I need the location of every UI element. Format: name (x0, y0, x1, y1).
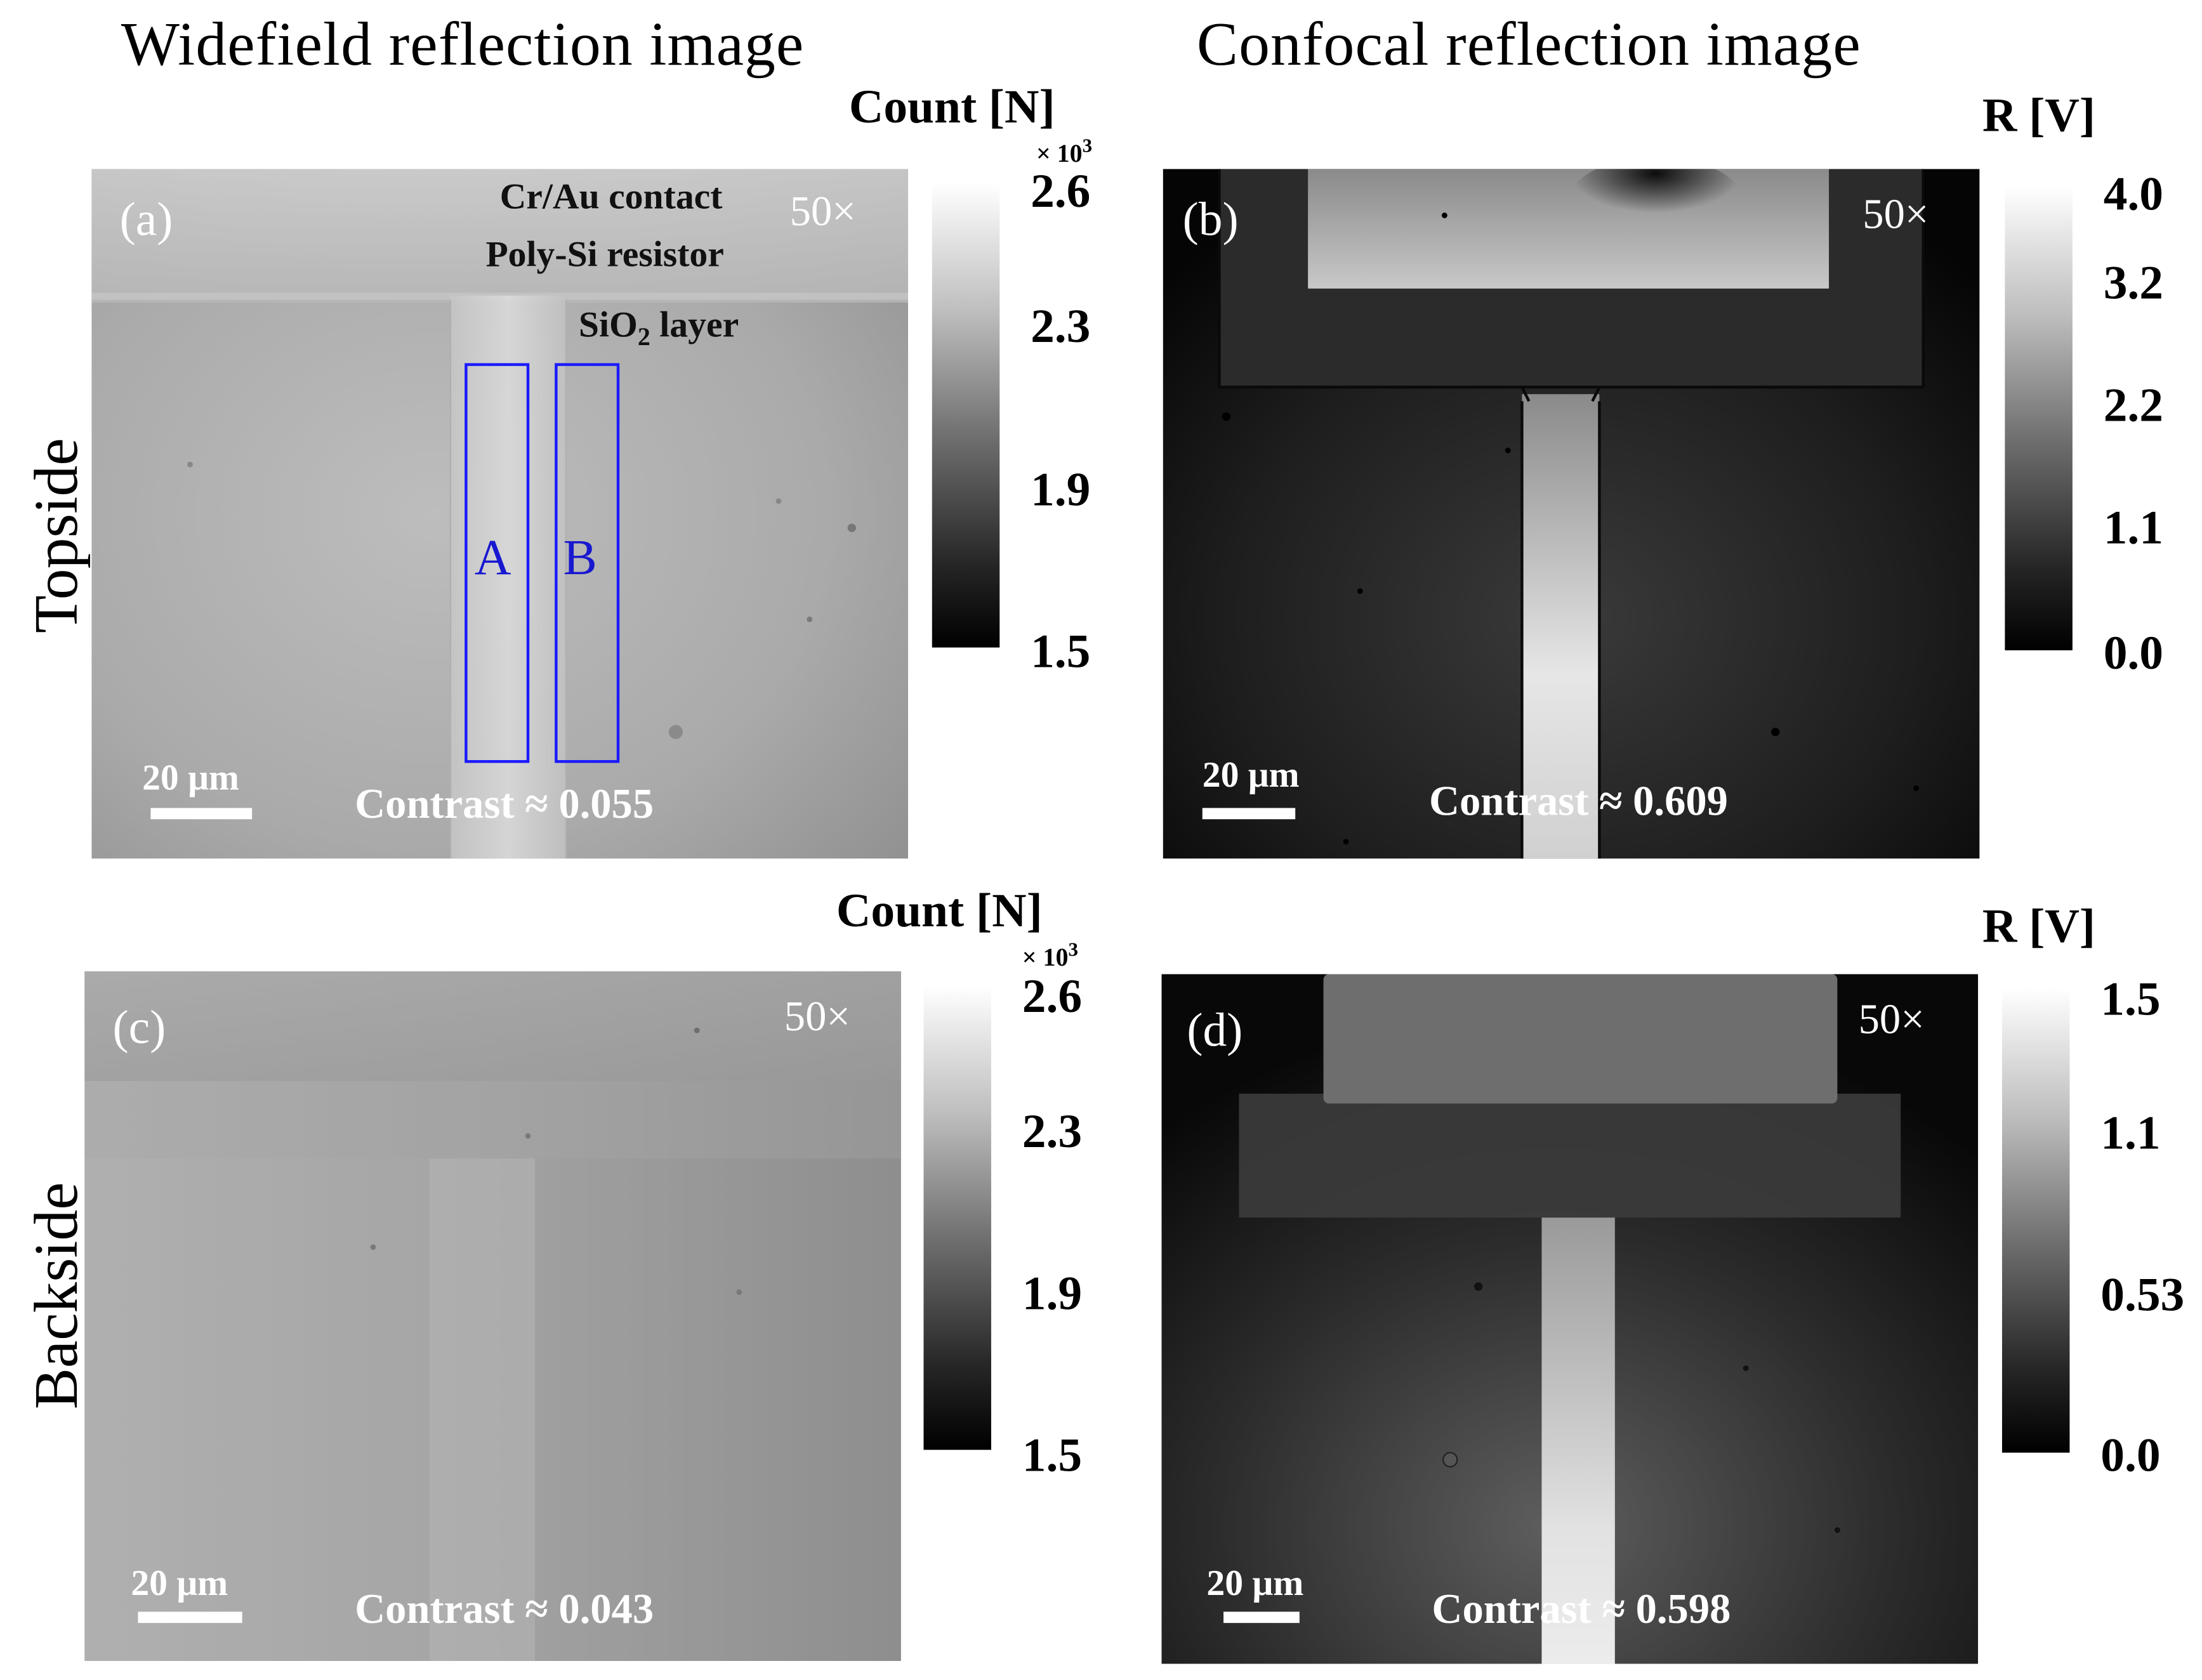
sio2-label-subscript: 2 (637, 322, 650, 351)
panel-a-contrast: Contrast ≈ 0.055 (355, 781, 654, 828)
panel-c-letter: (c) (112, 1002, 166, 1054)
panel-a-letter: (a) (119, 194, 173, 247)
panel-a-image: A B (a) 50× Cr/Au contact Poly-Si resist… (91, 169, 909, 859)
roi-label-b: B (563, 529, 597, 586)
panel-d-magnification: 50× (1858, 996, 1925, 1044)
colorbar-d (2001, 988, 2070, 1453)
colorbar-d-tick: 0.0 (2100, 1430, 2161, 1483)
colorbar-b-title: R [V] (1982, 89, 2095, 143)
colorbar-c-tick: 1.9 (1022, 1268, 1083, 1321)
colorbar-a-multiplier: × 103 (1036, 136, 1093, 168)
colorbar-c-tick: 2.3 (1022, 1106, 1083, 1158)
colorbar-d-tick: 1.5 (2100, 974, 2161, 1027)
panel-b-magnification: 50× (1862, 191, 1929, 238)
cr-au-contact-label: Cr/Au contact (499, 176, 723, 217)
colorbar-b-tick: 3.2 (2103, 258, 2163, 310)
confocal-column-title: Confocal reflection image (1196, 10, 1861, 79)
topside-row-title: Topside (22, 438, 91, 634)
widefield-column-title: Widefield reflection image (121, 10, 805, 79)
panel-d-image: (d) 50× 20 μm Contrast ≈ 0.598 (1161, 974, 1979, 1664)
colorbar-a-tick: 1.5 (1031, 626, 1091, 679)
colorbar-b-tick: 4.0 (2103, 169, 2163, 221)
colorbar-b-tick: 2.2 (2103, 380, 2163, 433)
panel-d-scale-bar (1223, 1611, 1300, 1624)
panel-c-contrast: Contrast ≈ 0.043 (355, 1586, 654, 1633)
panel-a-scale-label: 20 μm (142, 757, 239, 798)
panel-b-letter: (b) (1182, 194, 1239, 247)
colorbar-a-tick: 2.6 (1031, 166, 1091, 218)
colorbar-c-multiplier: × 103 (1022, 940, 1078, 971)
panel-d-scale-label: 20 μm (1206, 1562, 1304, 1604)
panel-b-scale-label: 20 μm (1202, 754, 1300, 796)
roi-box-a (465, 363, 530, 763)
roi-label-a: A (474, 529, 511, 586)
sio2-layer-label: SiO2 layer (579, 304, 739, 352)
panel-a-magnification: 50× (789, 188, 856, 235)
panel-a-scale-bar (150, 808, 253, 820)
panel-b-image: (b) 50× 20 μm Contrast ≈ 0.609 (1163, 169, 1980, 859)
colorbar-a-title: Count [N] (848, 81, 1055, 134)
colorbar-d-title: R [V] (1982, 900, 2095, 954)
panel-d-letter: (d) (1187, 1005, 1243, 1058)
poly-si-resistor-label: Poly-Si resistor (485, 233, 724, 275)
panel-c-image: (c) 50× 20 μm Contrast ≈ 0.043 (84, 971, 901, 1662)
colorbar-c-tick: 1.5 (1022, 1430, 1083, 1483)
colorbar-b (2005, 185, 2073, 651)
panel-c-scale-bar (138, 1611, 242, 1624)
colorbar-c-tick: 2.6 (1022, 971, 1083, 1023)
colorbar-b-tick: 0.0 (2103, 627, 2163, 680)
panel-d-contrast: Contrast ≈ 0.598 (1432, 1586, 1731, 1633)
colorbar-c (923, 985, 991, 1450)
colorbar-d-tick: 0.53 (2100, 1270, 2185, 1322)
colorbar-b-tick: 1.1 (2103, 502, 2163, 555)
panel-b-scale-bar (1202, 808, 1296, 820)
roi-box-b (555, 363, 620, 763)
colorbar-c-title: Count [N] (836, 885, 1043, 938)
sio2-label-main: SiO (578, 304, 638, 345)
colorbar-a-tick: 1.9 (1031, 464, 1091, 517)
backside-row-title: Backside (22, 1182, 91, 1410)
colorbar-d-tick: 1.1 (2100, 1108, 2161, 1160)
sio2-label-tail: layer (650, 304, 739, 345)
colorbar-a (932, 183, 1000, 648)
colorbar-a-tick: 2.3 (1031, 301, 1091, 353)
panel-b-contrast: Contrast ≈ 0.609 (1428, 778, 1728, 825)
panel-c-scale-label: 20 μm (131, 1562, 228, 1604)
panel-c-magnification: 50× (784, 994, 850, 1040)
